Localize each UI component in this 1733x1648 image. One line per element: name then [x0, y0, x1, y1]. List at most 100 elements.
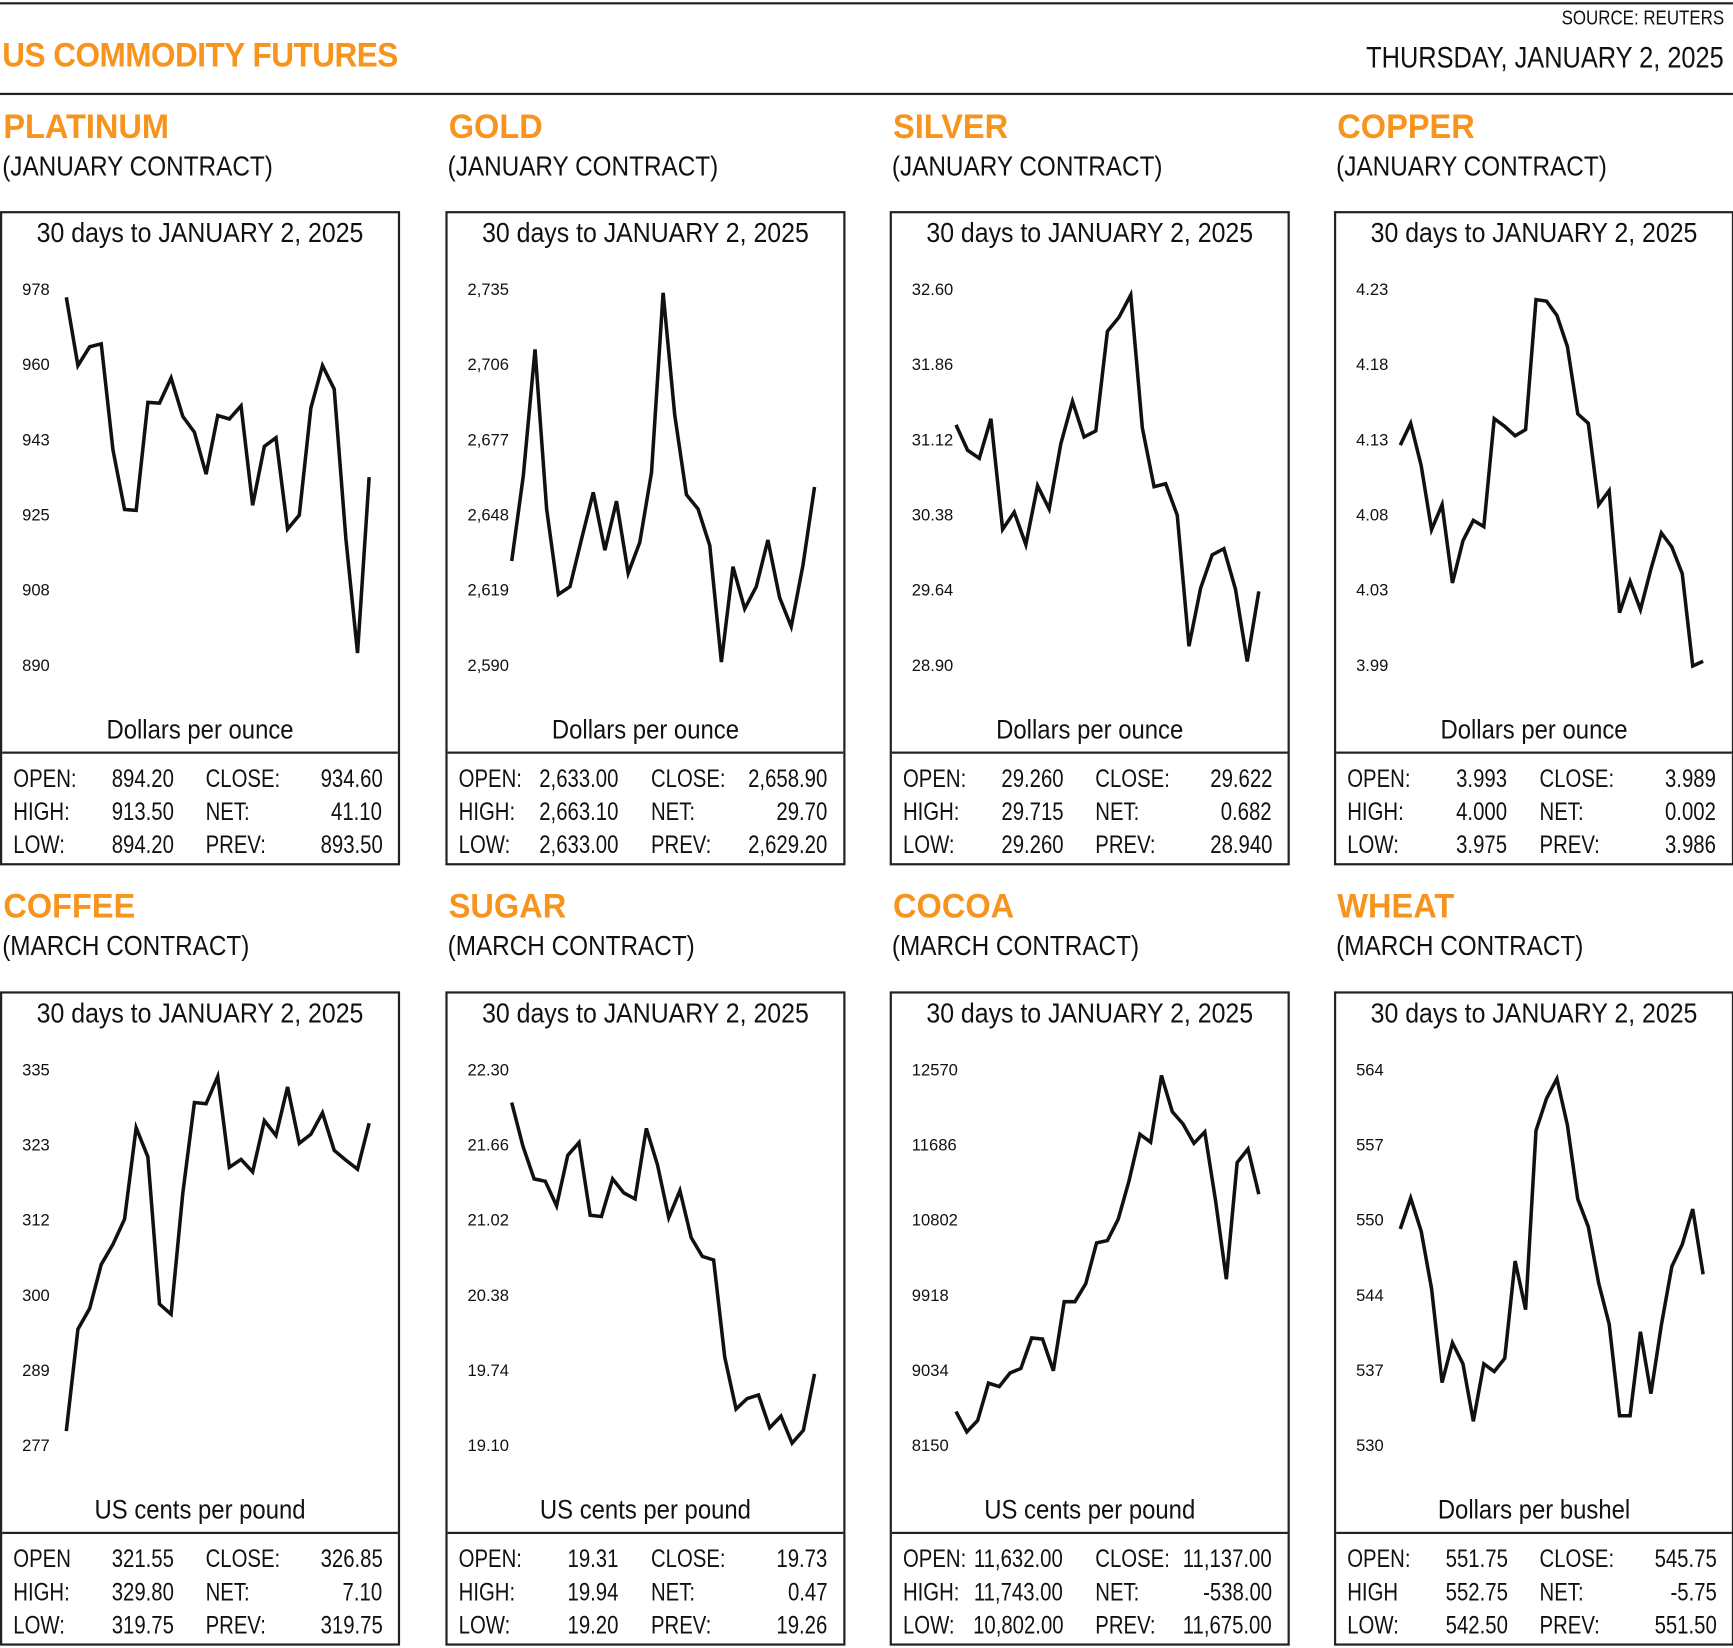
y-tick-label: 2,619	[467, 581, 509, 601]
commodity-name: COCOA	[893, 886, 1015, 926]
y-tick-label: 28.90	[911, 656, 954, 676]
y-tick-label: 12570	[911, 1060, 958, 1080]
stat-label: OPEN:	[458, 1543, 522, 1573]
y-tick-label: 943	[22, 431, 50, 450]
chart-box: 30 days to JANUARY 2, 2025 564 557 550 544 53…	[1333, 991, 1733, 1646]
contract-label: (JANUARY CONTRACT)	[1336, 151, 1607, 183]
stat-label: CLOSE:	[1539, 1543, 1615, 1573]
stat-value: 542.50	[1445, 1610, 1508, 1640]
stat-label: HIGH:	[902, 796, 960, 826]
stat-label: HIGH	[1347, 1577, 1399, 1606]
y-tick-label: 9034	[911, 1361, 949, 1381]
stat-value: 0.002	[1665, 796, 1717, 826]
stats-row: HIGH 552.75 NET: -5.75	[1336, 1577, 1732, 1610]
stats-row: LOW: 2,633.00 PREV: 2,629.20	[448, 830, 844, 863]
contract-label: (JANUARY CONTRACT)	[891, 151, 1163, 183]
stat-value: 7.10	[342, 1577, 383, 1606]
stat-label: PREV:	[1095, 1610, 1156, 1640]
stat-label: OPEN:	[1347, 1543, 1411, 1573]
stat-value: 29.622	[1209, 763, 1273, 793]
y-tick-label: 2,735	[467, 280, 509, 300]
stats-divider	[2, 1531, 398, 1535]
chart-box: 30 days to JANUARY 2, 2025 978 960 943 925 90…	[0, 211, 401, 866]
line-chart	[954, 1074, 1261, 1435]
page-title: US COMMODITY FUTURES	[2, 35, 398, 75]
stats-divider	[891, 751, 1288, 754]
stat-label: CLOSE:	[1095, 763, 1170, 793]
stats-row: HIGH: 4.000 NET: 0.002	[1336, 797, 1732, 830]
stat-label: CLOSE:	[1539, 763, 1615, 793]
y-tick-label: 2,706	[467, 355, 509, 375]
chart-title: 30 days to JANUARY 2, 2025	[926, 217, 1254, 249]
stats-divider	[447, 751, 844, 754]
stat-value: 319.75	[111, 1610, 174, 1640]
stats-row: LOW: 894.20 PREV: 893.50	[2, 830, 398, 863]
line-chart	[1398, 297, 1704, 669]
price-series-line	[64, 297, 371, 654]
stat-value: 551.75	[1445, 1543, 1508, 1573]
stats-row: OPEN: 551.75 CLOSE: 545.75	[1336, 1544, 1732, 1577]
chart-box: 30 days to JANUARY 2, 2025 2,735 2,706 2,67…	[445, 211, 846, 866]
chart-title: 30 days to JANUARY 2, 2025	[482, 997, 809, 1029]
y-tick-label: 20.38	[467, 1286, 509, 1306]
stats-row: HIGH: 11,743.00 NET: -538.00	[892, 1577, 1288, 1610]
y-axis-unit: Dollars per ounce	[996, 715, 1184, 745]
y-tick-label: 31.12	[911, 431, 954, 450]
y-tick-label: 2,677	[467, 431, 509, 450]
stat-label: PREV:	[205, 1610, 266, 1640]
chart-title: 30 days to JANUARY 2, 2025	[482, 217, 809, 249]
price-series-line	[1398, 297, 1704, 669]
stat-value: 913.50	[111, 796, 174, 826]
line-chart	[509, 292, 817, 663]
stat-label: HIGH:	[902, 1577, 960, 1606]
source-credit: SOURCE: REUTERS	[1561, 6, 1725, 29]
contract-label: (MARCH CONTRACT)	[2, 930, 250, 962]
y-tick-label: 323	[22, 1136, 50, 1155]
stat-value: 19.31	[568, 1543, 619, 1573]
stat-value: 10,802.00	[972, 1610, 1064, 1640]
stat-label: LOW:	[458, 830, 511, 859]
line-chart	[64, 1069, 371, 1432]
price-series-line	[509, 1102, 817, 1447]
top-rule	[0, 2, 1733, 5]
y-tick-label: 4.13	[1356, 431, 1389, 450]
stat-value: 3.993	[1456, 763, 1508, 793]
stat-value: 329.80	[111, 1577, 174, 1606]
stat-label: OPEN	[13, 1543, 71, 1573]
stat-label: LOW:	[902, 1610, 955, 1640]
stat-label: HIGH:	[458, 796, 516, 826]
stat-label: PREV:	[1539, 830, 1600, 859]
stat-label: NET:	[1539, 1577, 1584, 1606]
y-axis-unit: Dollars per ounce	[551, 715, 739, 745]
stat-value: 3.986	[1665, 830, 1717, 859]
stat-value: 29.260	[1000, 830, 1064, 859]
y-tick-label: 22.30	[467, 1060, 509, 1080]
stats-row: LOW: 19.20 PREV: 19.26	[448, 1610, 844, 1643]
contract-label: (MARCH CONTRACT)	[891, 930, 1140, 962]
stat-label: NET:	[650, 796, 696, 826]
stat-label: PREV:	[205, 830, 266, 859]
stat-value: 4.000	[1456, 796, 1508, 826]
y-tick-label: 978	[22, 280, 50, 300]
chart-box: 30 days to JANUARY 2, 2025 4.23 4.18 4.13 4.…	[1333, 211, 1733, 866]
y-axis-unit: US cents per pound	[94, 1495, 306, 1526]
stat-value: 2,633.00	[539, 830, 619, 859]
stat-label: CLOSE:	[650, 763, 726, 793]
stat-label: OPEN:	[902, 763, 967, 793]
stat-value: 894.20	[111, 830, 174, 859]
stat-label: PREV:	[650, 830, 712, 859]
commodity-name: COPPER	[1337, 107, 1475, 146]
commodity-name: PLATINUM	[3, 107, 170, 146]
stat-value: 2,633.00	[539, 763, 619, 793]
stats-row: LOW: 3.975 PREV: 3.986	[1336, 830, 1732, 863]
stat-label: OPEN:	[458, 763, 522, 793]
stats-divider	[891, 1531, 1288, 1535]
stats-row: OPEN: 894.20 CLOSE: 934.60	[2, 764, 398, 797]
line-chart	[954, 288, 1261, 662]
stat-label: CLOSE:	[1095, 1543, 1170, 1573]
line-chart	[1398, 1073, 1705, 1422]
stat-value: 41.10	[331, 796, 383, 826]
commodity-name: SUGAR	[448, 886, 567, 926]
y-tick-label: 557	[1356, 1136, 1384, 1155]
stats-row: OPEN: 3.993 CLOSE: 3.989	[1336, 764, 1732, 797]
